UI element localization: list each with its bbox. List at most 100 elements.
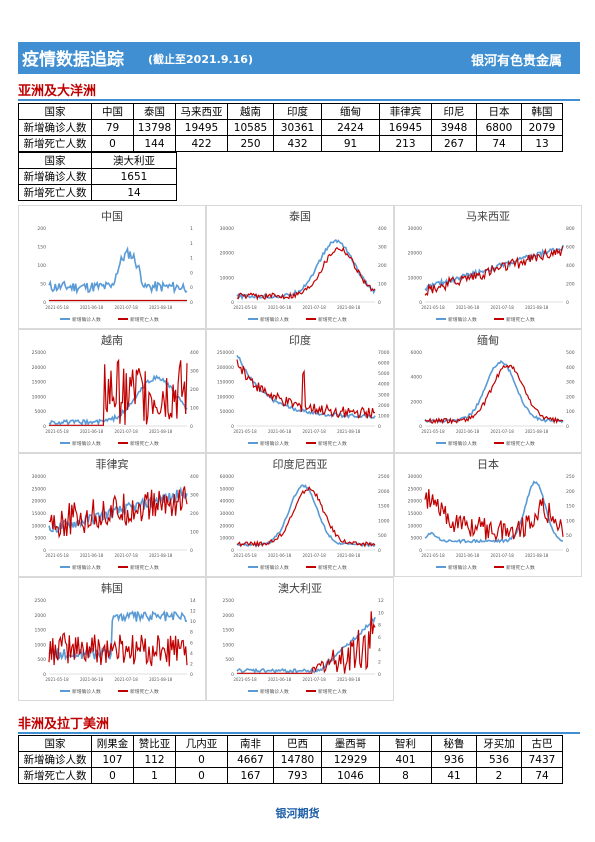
x-tick-label: 2021-05-18 [45, 553, 69, 558]
legend-cases-label: 新增确诊人数 [72, 316, 101, 323]
chart-title: 菲律宾 [96, 457, 129, 471]
x-tick-label: 2021-08-18 [149, 677, 173, 682]
chart-svg: 马来西亚300002000010000080060040020002021-05… [408, 210, 575, 323]
y-left-tick-label: 20000 [220, 251, 234, 257]
cases-cell: 79 [91, 119, 134, 136]
as-of-date: (截止至2021.9.16) [148, 53, 253, 66]
cases-cell: 12929 [321, 751, 380, 768]
legend-cases-label: 新增确诊人数 [72, 440, 101, 447]
y-right-tick-label: 0 [378, 424, 381, 430]
country-cell: 日本 [476, 103, 522, 120]
x-tick-label: 2021-07-18 [491, 429, 515, 434]
chart-svg: 越南 25000 20000 15000 10000 5000 0 400 300 200 100 0… [32, 333, 199, 447]
y-right-tick-label: 0 [378, 300, 381, 306]
x-tick-label: 2021-05-18 [421, 305, 445, 310]
deaths-cell: 74 [476, 135, 522, 152]
y-right-tick-label: 0 [378, 548, 381, 554]
y-left-tick-label: 0 [231, 424, 234, 430]
deaths-cell: 213 [379, 135, 432, 152]
y-left-tick-label: 500 [37, 657, 46, 663]
y-right-tick-label: 150 [566, 504, 575, 510]
deaths-series-line [424, 364, 564, 425]
legend-cases-label: 新增确诊人数 [260, 564, 289, 571]
deaths-cell: 0 [91, 135, 134, 152]
legend-deaths-label: 新增死亡人数 [130, 440, 159, 447]
legend-deaths-label: 新增死亡人数 [130, 564, 159, 571]
y-right-tick-label: 8 [378, 623, 381, 629]
deaths-cell: 13 [521, 135, 563, 152]
y-left-tick-label: 30000 [32, 474, 46, 480]
y-left-tick-label: 100 [37, 263, 46, 269]
row-label-cell: 新增死亡人数 [18, 767, 92, 784]
table-row: 国家 刚果金 赞比亚 几内亚 南非 巴西 墨西哥 智利 秘鲁 牙买加 古巴 [18, 735, 563, 752]
row-label-cell: 国家 [18, 103, 92, 120]
country-cell: 墨西哥 [321, 735, 380, 752]
chart-panel: 日本 30000 25000 20000 15000 10000 5000 0 250 200 15… [394, 453, 582, 577]
y-right-tick-label: 4 [190, 651, 193, 657]
y-right-tick-label: 2000 [378, 403, 390, 409]
legend-deaths-label: 新增死亡人数 [318, 440, 347, 447]
y-left-tick-label: 1500 [223, 628, 235, 634]
y-left-tick-label: 0 [43, 672, 46, 678]
y-right-tick-label: 10 [378, 610, 384, 616]
x-tick-label: 2021-05-18 [421, 553, 445, 558]
chart-title: 澳大利亚 [278, 581, 322, 595]
y-left-tick-label: 5000 [411, 536, 423, 542]
chart-panel: 印度 250000 200000 150000 100000 50000 0 7000 6000… [206, 329, 394, 453]
x-tick-label: 2021-06-18 [268, 429, 292, 434]
y-left-tick-label: 2500 [35, 598, 47, 604]
y-right-tick-label: 100 [378, 282, 387, 288]
y-left-tick-label: 10000 [220, 536, 234, 542]
country-cell: 菲律宾 [379, 103, 432, 120]
y-right-tick-label: 200 [378, 263, 387, 269]
y-right-tick-label: 2000 [378, 489, 390, 495]
y-left-tick-label: 2500 [223, 598, 235, 604]
table-row: 新增死亡人数 0 1 0 167 793 1046 8 41 2 74 [18, 767, 563, 784]
y-right-tick-label: 0 [190, 270, 193, 276]
deaths-cell: 422 [175, 135, 228, 152]
deaths-cell: 267 [431, 135, 477, 152]
x-tick-label: 2021-05-18 [233, 305, 257, 310]
y-right-tick-label: 500 [566, 350, 575, 356]
y-left-tick-label: 20000 [408, 499, 422, 505]
y-right-tick-label: 6000 [378, 361, 390, 367]
deaths-series-line [236, 246, 376, 301]
y-right-tick-label: 2 [378, 660, 381, 666]
x-tick-label: 2021-07-18 [303, 677, 327, 682]
chart-panel: 泰国 30000 20000 10000 0 400 300 200 100 0 2021-05-1… [206, 205, 394, 329]
deaths-cell: 1046 [321, 767, 380, 784]
cases-cell: 2424 [321, 119, 380, 136]
y-right-tick-label: 3000 [378, 392, 390, 398]
table-row: 新增确诊人数 1651 [18, 168, 177, 185]
y-right-tick-label: 5000 [378, 371, 390, 377]
y-left-tick-label: 30000 [220, 511, 234, 517]
y-left-tick-label: 40000 [220, 499, 234, 505]
row-label-cell: 新增确诊人数 [18, 119, 92, 136]
cases-series-line [48, 246, 188, 295]
cases-cell: 13798 [133, 119, 176, 136]
deaths-cell: 250 [227, 135, 274, 152]
y-right-tick-label: 12 [378, 598, 384, 604]
y-right-tick-label: 1 [190, 226, 193, 232]
y-left-tick-label: 1000 [35, 642, 47, 648]
y-left-tick-label: 10000 [408, 275, 422, 281]
deaths-series-line [237, 611, 376, 674]
y-left-tick-label: 25000 [408, 486, 422, 492]
x-tick-label: 2021-08-18 [149, 553, 173, 558]
chart-panel: 越南 25000 20000 15000 10000 5000 0 400 300 200 100 0… [18, 329, 206, 453]
y-left-tick-label: 50 [40, 282, 46, 288]
cases-series-line [48, 486, 188, 533]
country-cell: 马来西亚 [175, 103, 228, 120]
header-banner: 疫情数据追踪 (截止至2021.9.16) 银河有色贵金属 [18, 42, 580, 74]
x-tick-label: 2021-07-18 [491, 305, 515, 310]
y-right-tick-label: 300 [190, 369, 199, 375]
y-left-tick-label: 10000 [220, 275, 234, 281]
y-left-tick-label: 2000 [411, 399, 423, 405]
chart-title: 印度尼西亚 [273, 457, 328, 471]
x-tick-label: 2021-05-18 [45, 305, 69, 310]
country-cell: 牙买加 [476, 735, 522, 752]
y-left-tick-label: 200000 [217, 365, 234, 371]
value-cell: 14 [91, 184, 177, 201]
y-left-tick-label: 15000 [32, 511, 46, 517]
cases-cell: 3948 [431, 119, 477, 136]
